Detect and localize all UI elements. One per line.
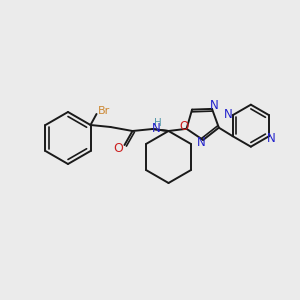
- Text: N: N: [152, 122, 161, 136]
- Text: O: O: [114, 142, 124, 154]
- Text: N: N: [224, 108, 233, 121]
- Text: Br: Br: [98, 106, 110, 116]
- Text: N: N: [210, 99, 218, 112]
- Text: N: N: [197, 136, 206, 149]
- Text: N: N: [267, 132, 275, 145]
- Text: H: H: [154, 118, 161, 128]
- Text: O: O: [179, 120, 188, 133]
